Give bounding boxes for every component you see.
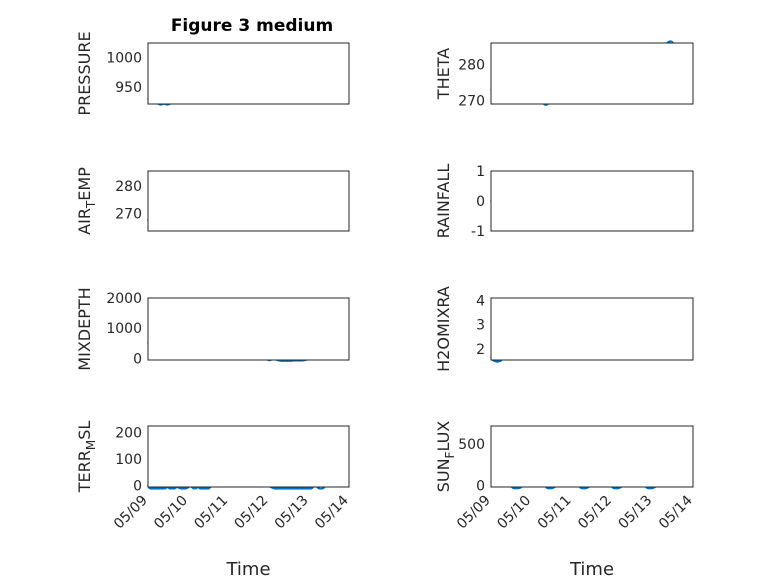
axes-frame bbox=[490, 297, 694, 361]
axes-frame bbox=[490, 425, 694, 488]
y-axis-label: MIXDEPTH bbox=[75, 287, 94, 370]
y-tick-label: 100 bbox=[115, 452, 142, 468]
y-tick-label: 500 bbox=[458, 437, 485, 453]
y-tick-label: 200 bbox=[115, 426, 142, 442]
y-tick-label: 2000 bbox=[106, 291, 142, 307]
y-tick-label: 280 bbox=[458, 58, 485, 74]
y-axis-label: TERRMSL bbox=[75, 421, 98, 494]
x-axis-label: Time bbox=[225, 559, 270, 580]
y-tick-label: 950 bbox=[115, 80, 142, 96]
y-axis-label: PRESSURE bbox=[75, 31, 94, 115]
y-tick-label: 270 bbox=[458, 93, 485, 109]
figure-title: Figure 3 medium bbox=[171, 16, 333, 36]
y-axis-label: RAINFALL bbox=[434, 164, 453, 239]
y-tick-label: 2 bbox=[476, 342, 485, 358]
y-tick-label: 0 bbox=[476, 478, 485, 494]
y-axis-label: THETA bbox=[434, 48, 453, 100]
subplot-5: 0 1000 2000 MIXDEPTH bbox=[75, 287, 350, 371]
y-axis-label: SUNFLUX bbox=[434, 421, 457, 493]
y-tick-label: 0 bbox=[476, 194, 485, 210]
y-tick-label: 0 bbox=[133, 479, 142, 495]
y-tick-label: 1000 bbox=[106, 321, 142, 337]
subplot-3: 270 280 AIRTEMP bbox=[75, 167, 350, 235]
axes-frame bbox=[147, 42, 350, 105]
axes-frame bbox=[490, 42, 694, 105]
y-tick-label: 270 bbox=[115, 206, 142, 222]
y-tick-label: -1 bbox=[471, 224, 485, 240]
y-tick-label: 280 bbox=[115, 179, 142, 195]
y-tick-label: 1000 bbox=[106, 51, 142, 67]
y-axis-label: H2OMIXRA bbox=[434, 286, 453, 372]
subplot-6: 2 3 4 H2OMIXRA bbox=[434, 286, 694, 372]
subplot-2: 270 280 THETA bbox=[434, 40, 694, 109]
subplot-1: 950 1000 PRESSURE bbox=[75, 31, 350, 116]
axes-frame bbox=[147, 297, 350, 361]
x-axis-label: Time bbox=[569, 559, 614, 580]
y-tick-label: 4 bbox=[476, 293, 485, 309]
subplot-4: -1 0 1 RAINFALL bbox=[434, 164, 694, 240]
axes-frame bbox=[147, 425, 350, 488]
axes-frame bbox=[147, 170, 350, 232]
y-axis-label: AIRTEMP bbox=[75, 167, 98, 235]
y-tick-label: 3 bbox=[476, 318, 485, 334]
y-tick-label: 0 bbox=[133, 351, 142, 367]
y-tick-label: 1 bbox=[476, 164, 485, 180]
axes-frame bbox=[490, 170, 694, 232]
